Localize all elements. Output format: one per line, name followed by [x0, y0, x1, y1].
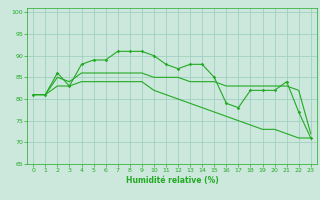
X-axis label: Humidité relative (%): Humidité relative (%): [126, 176, 218, 185]
